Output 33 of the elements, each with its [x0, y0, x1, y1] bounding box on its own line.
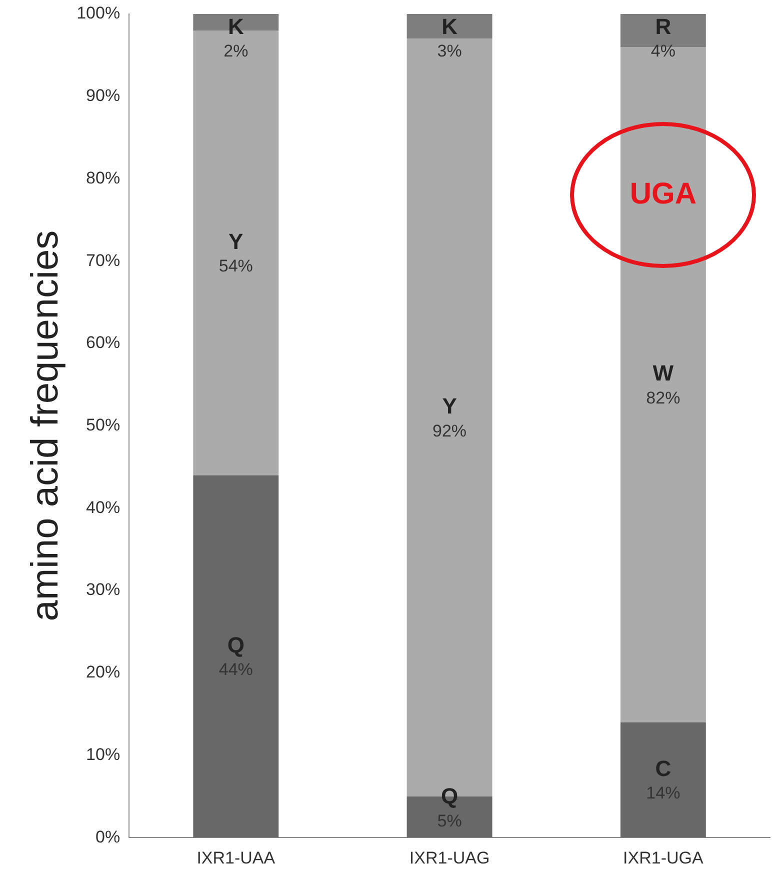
data-label: 4% — [650, 42, 676, 61]
annotation: Q — [227, 632, 244, 658]
annotation: Y — [228, 228, 244, 254]
annotation: W — [652, 360, 674, 386]
y-tick-label: 80% — [86, 168, 120, 188]
y-tick-label: 90% — [86, 86, 120, 106]
bar — [620, 722, 706, 838]
y-axis-title: amino acid frequencies — [24, 230, 66, 622]
y-tick-label: 10% — [86, 744, 120, 764]
data-label: 3% — [437, 42, 462, 61]
y-tick-label: 40% — [86, 498, 120, 517]
x-tick-label: IXR1-UAG — [409, 848, 490, 868]
y-tick-label: 60% — [86, 333, 120, 352]
data-label: 2% — [224, 42, 248, 61]
x-tick-label: IXR1-UGA — [623, 848, 704, 868]
y-tick-label: 100% — [76, 4, 120, 23]
data-label: 82% — [646, 388, 680, 408]
y-tick-label: 0% — [96, 827, 120, 846]
data-label: 54% — [218, 256, 253, 276]
bar — [193, 475, 279, 838]
bar — [406, 14, 492, 39]
annotation: K — [442, 14, 458, 40]
annotation: K — [228, 14, 244, 40]
annotation: Y — [442, 394, 458, 419]
y-tick-label: 20% — [86, 662, 120, 682]
annotation: C — [655, 756, 672, 782]
annotation: UGA — [630, 177, 697, 210]
y-tick-label: 30% — [86, 580, 120, 600]
annotation: R — [655, 14, 672, 40]
y-tick-label: 50% — [86, 415, 120, 434]
y-tick-label: 70% — [86, 250, 120, 270]
x-tick-label: IXR1-UAA — [196, 848, 276, 868]
data-label: 92% — [432, 421, 467, 440]
